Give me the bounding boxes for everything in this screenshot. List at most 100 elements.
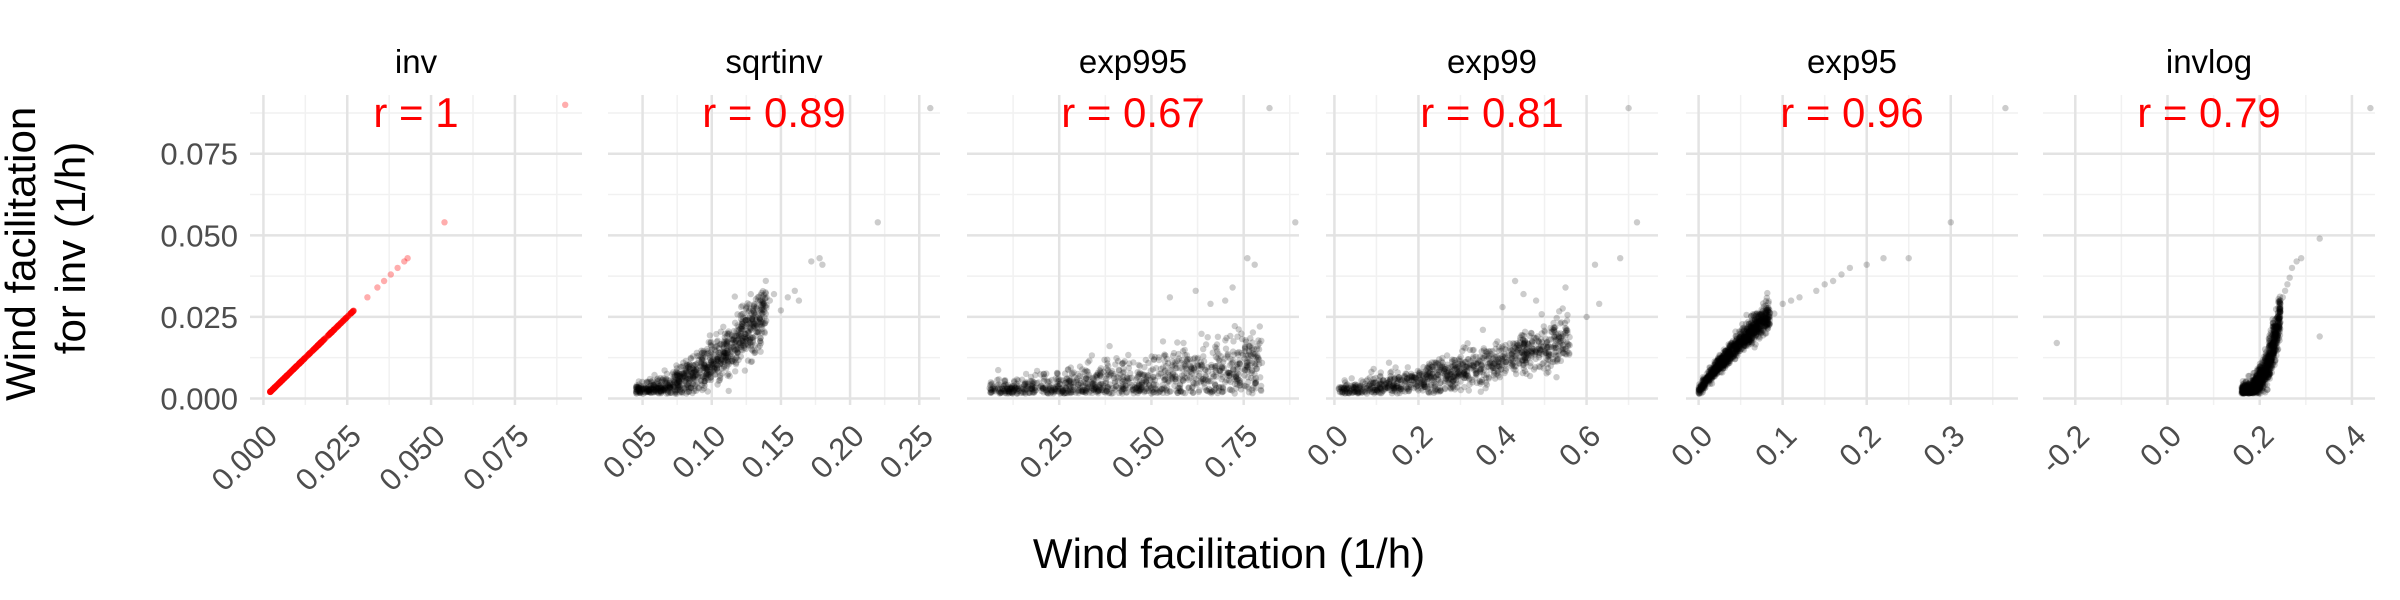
scatter-point	[1448, 356, 1456, 363]
scatter-point	[651, 371, 658, 379]
scatter-point	[287, 368, 294, 376]
scatter-point	[286, 369, 293, 377]
scatter-point	[1495, 343, 1503, 351]
scatter-point	[277, 378, 284, 385]
scatter-point	[314, 342, 321, 349]
scatter-point	[690, 366, 697, 373]
scatter-point	[729, 355, 736, 363]
scatter-point	[1880, 255, 1887, 262]
scatter-point	[1510, 359, 1517, 366]
scatter-point	[321, 336, 328, 343]
scatter-point	[1192, 287, 1199, 294]
scatter-point	[277, 378, 284, 386]
scatter-point	[1229, 357, 1237, 364]
scatter-point	[1447, 371, 1454, 378]
scatter-point	[738, 320, 745, 328]
scatter-point	[344, 313, 351, 320]
scatter-point	[309, 347, 316, 354]
scatter-point	[280, 375, 287, 383]
scatter-point	[311, 345, 318, 352]
scatter-point	[739, 335, 746, 342]
scatter-point	[290, 366, 297, 373]
scatter-point	[1167, 388, 1174, 395]
scatter-point	[1073, 378, 1080, 386]
scatter-point	[750, 319, 758, 327]
scatter-point	[296, 359, 304, 366]
scatter-point	[732, 332, 739, 340]
scatter-point	[1230, 338, 1237, 345]
scatter-point	[317, 339, 325, 346]
facet-title: exp99	[1447, 43, 1537, 80]
scatter-point	[290, 365, 297, 373]
scatter-point	[302, 354, 309, 361]
scatter-point	[345, 312, 352, 319]
scatter-point	[337, 319, 345, 327]
scatter-point	[342, 315, 349, 322]
scatter-point	[317, 339, 325, 346]
scatter-point	[347, 310, 354, 317]
scatter-point	[686, 361, 693, 368]
scatter-point	[313, 343, 320, 350]
scatter-point	[1527, 352, 1534, 359]
scatter-point	[300, 355, 308, 363]
scatter-point	[317, 339, 325, 346]
scatter-point	[271, 383, 279, 391]
scatter-point	[647, 378, 655, 385]
scatter-point	[747, 358, 755, 366]
scatter-point	[1838, 271, 1845, 278]
scatter-point	[327, 330, 334, 337]
scatter-point	[325, 331, 333, 338]
scatter-point	[318, 338, 326, 345]
scatter-point	[1234, 349, 1241, 357]
scatter-point	[1239, 351, 1247, 359]
scatter-point	[699, 373, 706, 380]
correlation-label: r = 0.89	[702, 89, 846, 136]
scatter-point	[270, 385, 278, 392]
scatter-point	[1509, 346, 1517, 353]
scatter-point	[275, 380, 282, 387]
scatter-point	[280, 375, 287, 383]
scatter-point	[756, 321, 764, 328]
scatter-point	[692, 361, 699, 368]
scatter-point	[1202, 341, 1210, 348]
scatter-point	[328, 329, 335, 336]
scatter-point	[1222, 345, 1230, 352]
scatter-point	[2002, 104, 2009, 112]
scatter-point	[1863, 261, 1870, 268]
scatter-point	[267, 387, 275, 395]
scatter-point	[290, 365, 298, 372]
scatter-point	[1466, 381, 1473, 388]
scatter-point	[1208, 361, 1215, 369]
scatter-point	[1502, 341, 1509, 349]
scatter-point	[283, 372, 291, 379]
scatter-point	[1152, 365, 1160, 372]
scatter-point	[327, 329, 335, 336]
scatter-point	[654, 376, 661, 383]
scatter-point	[277, 378, 284, 385]
scatter-point	[676, 370, 683, 377]
scatter-point	[1214, 333, 1222, 340]
scatter-point	[277, 378, 285, 385]
scatter-point	[273, 382, 280, 390]
scatter-point	[306, 349, 314, 357]
scatter-point	[281, 375, 288, 382]
scatter-point	[753, 305, 761, 312]
scatter-point	[1494, 338, 1501, 345]
scatter-point	[348, 309, 356, 316]
scatter-point	[701, 378, 708, 385]
scatter-point	[1227, 332, 1234, 340]
scatter-point	[1143, 379, 1150, 386]
scatter-point	[1513, 340, 1520, 347]
scatter-point	[1387, 376, 1394, 383]
scatter-point	[1117, 371, 1124, 378]
scatter-point	[1198, 361, 1205, 368]
scatter-point	[293, 363, 300, 370]
scatter-point	[268, 387, 275, 394]
scatter-point	[700, 361, 708, 369]
scatter-point	[275, 380, 282, 387]
scatter-point	[742, 333, 749, 341]
scatter-point	[271, 384, 278, 391]
scatter-point	[349, 308, 357, 315]
